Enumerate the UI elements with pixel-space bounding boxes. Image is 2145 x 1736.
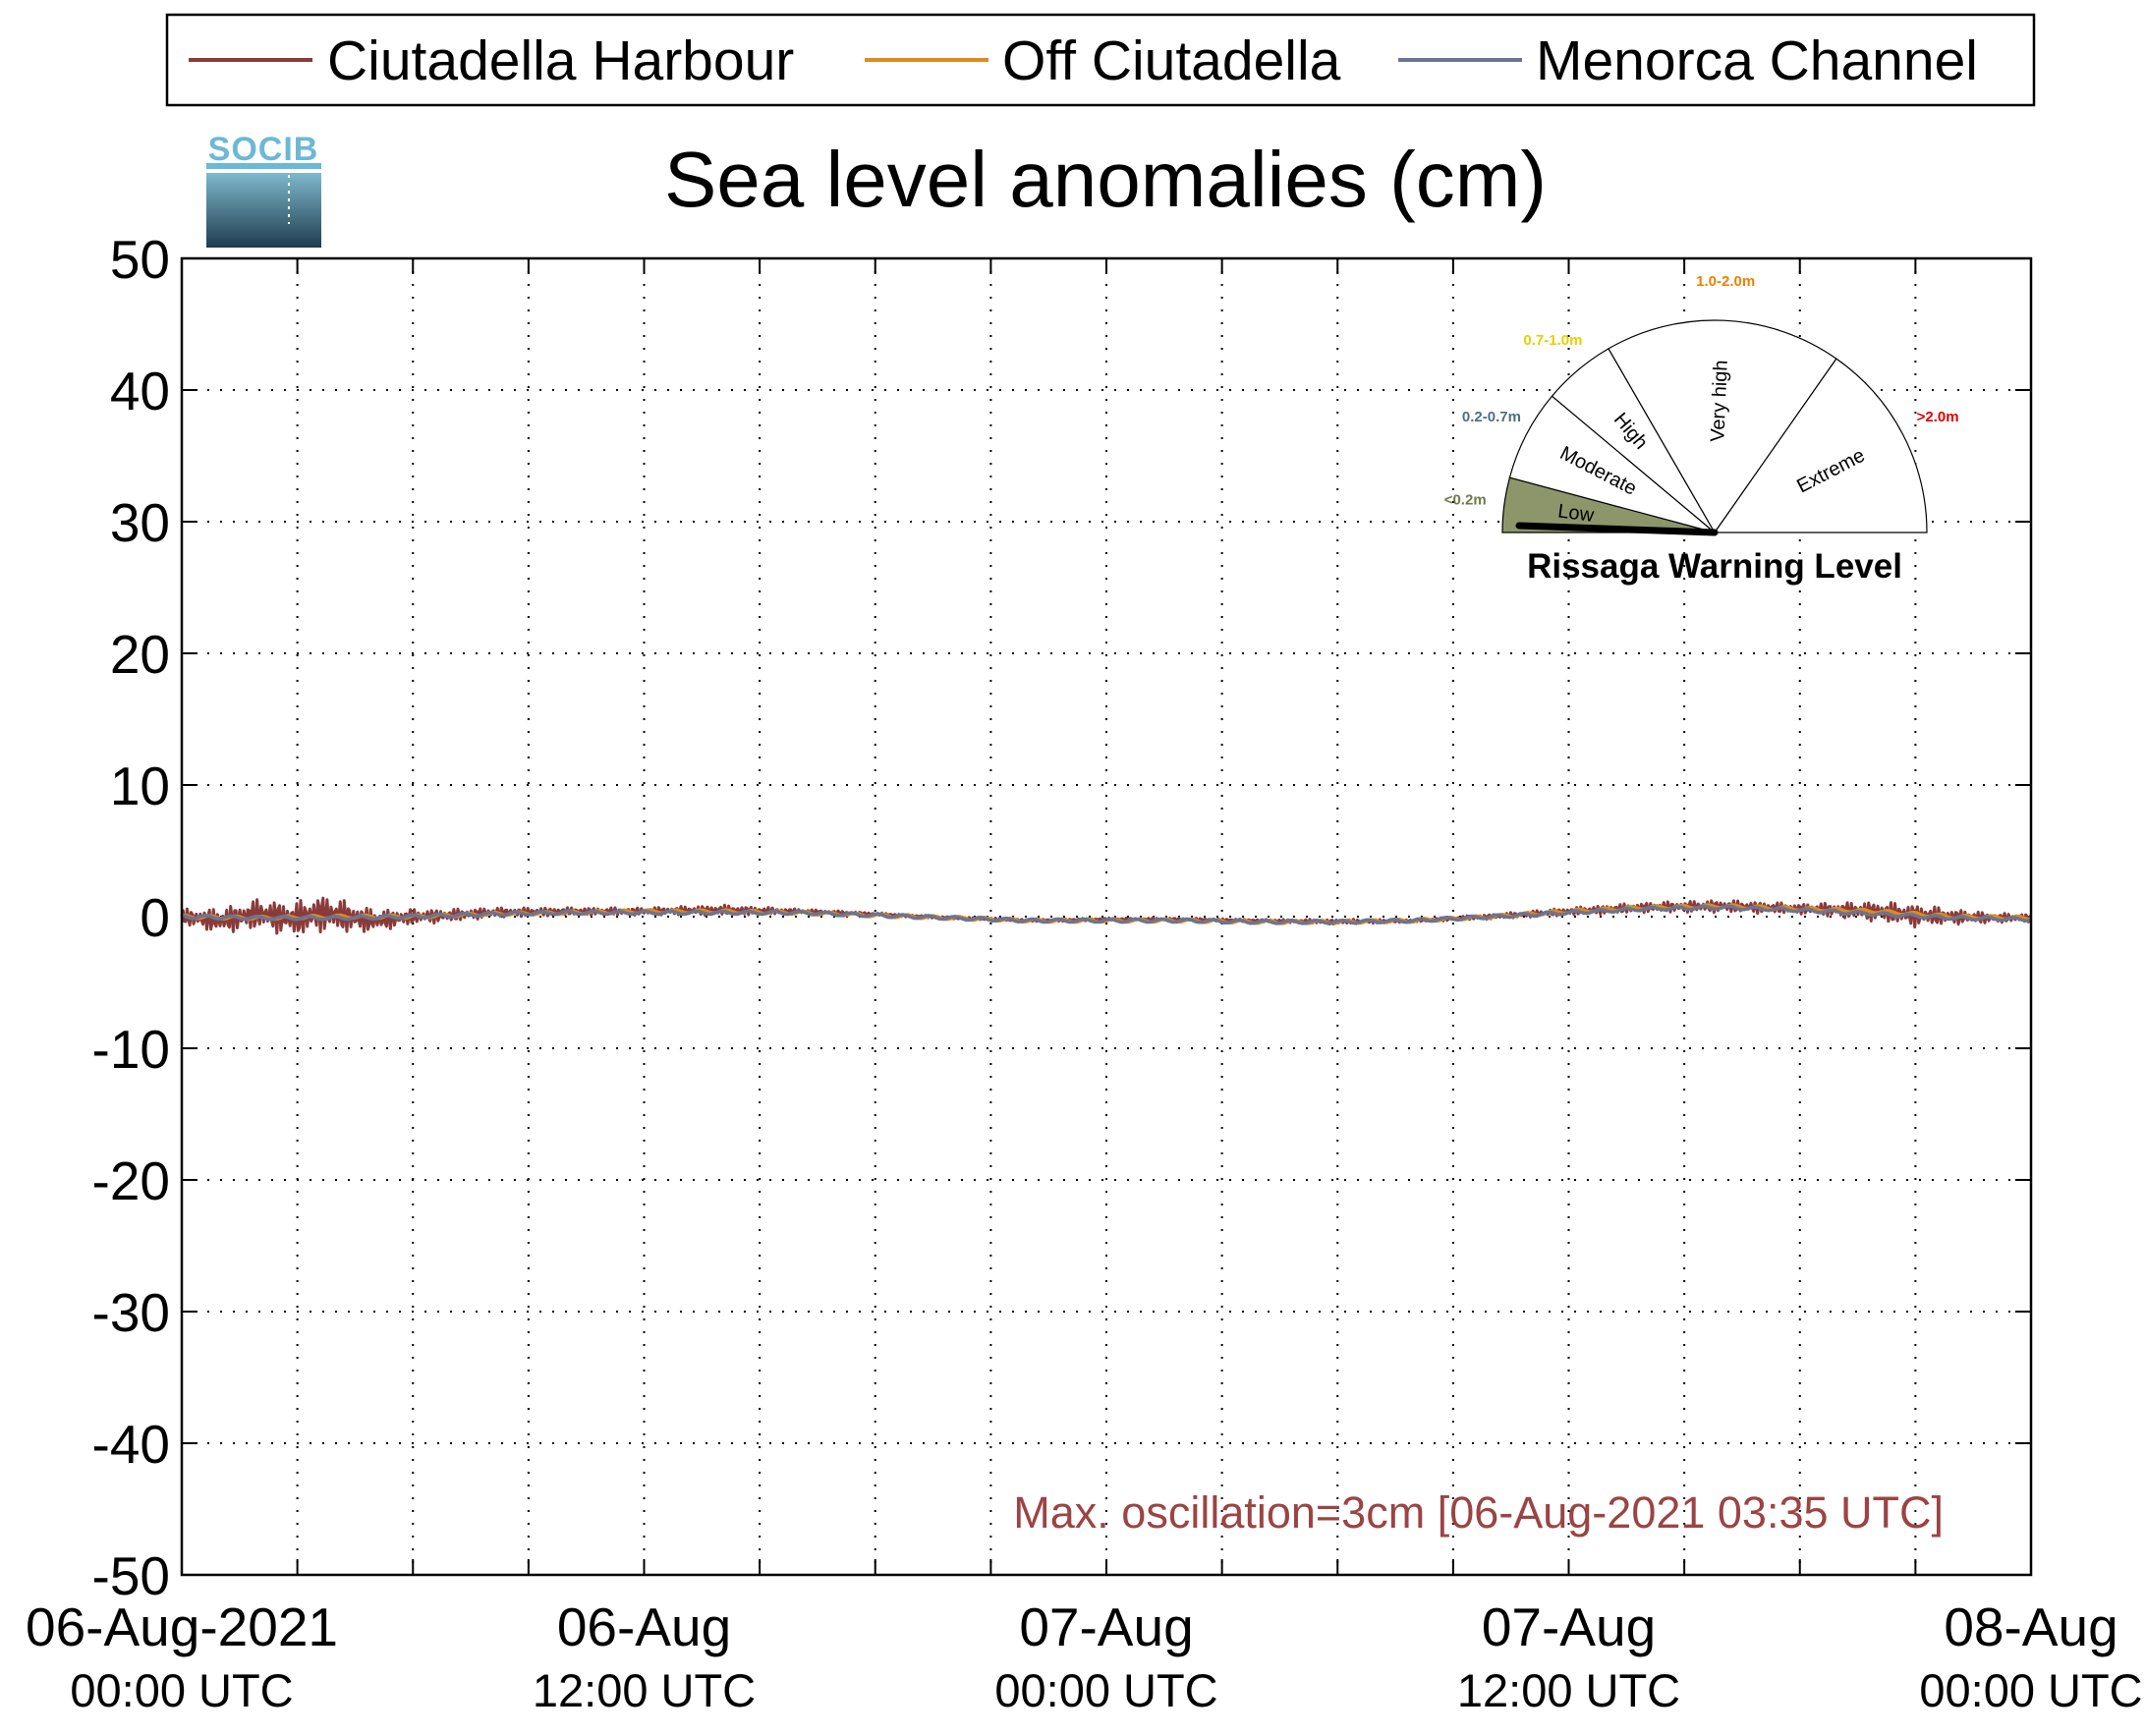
- x-tick-label-date: 07-Aug: [1482, 1596, 1656, 1657]
- legend: Ciutadella Harbour Off Ciutadella Menorc…: [165, 13, 2036, 107]
- y-tick-label: 30: [110, 492, 170, 553]
- y-tick-label: 10: [110, 756, 170, 816]
- max-oscillation-annotation: Max. oscillation=3cm [06-Aug-2021 03:35 …: [1013, 1487, 1944, 1538]
- gauge-sectors: [1501, 319, 1928, 534]
- gauge-range-label: <0.2m: [1444, 492, 1487, 509]
- series-lines: [180, 896, 2033, 935]
- x-tick-label-date: 07-Aug: [1019, 1596, 1193, 1657]
- gauge-needle: [1515, 522, 1719, 536]
- gauge-title: Rissaga Warning Level: [1527, 547, 1902, 586]
- socib-logo-text: SOCIB: [208, 131, 319, 168]
- gauge-sector-very-high: [1608, 319, 1837, 534]
- legend-frame: [165, 13, 2036, 107]
- x-tick-label-time: 12:00 UTC: [533, 1664, 756, 1716]
- x-tick-label-time: 00:00 UTC: [1919, 1664, 2142, 1716]
- x-tick-label-time: 00:00 UTC: [994, 1664, 1217, 1716]
- gauge-range-label: 1.0-2.0m: [1696, 273, 1755, 290]
- socib-logo-wave-block: [206, 173, 321, 248]
- x-tick-label-date: 06-Aug: [557, 1596, 731, 1657]
- gauge-level-label: Low: [1556, 500, 1596, 527]
- y-tick-label: -10: [92, 1019, 171, 1080]
- gauge-range-label: 0.7-1.0m: [1523, 332, 1582, 349]
- x-axis: 06-Aug-2021 00:00 UTC 06-Aug 12:00 UTC 07-Au…: [26, 258, 2143, 1716]
- y-axis: 50 40 30 20 10 0 -10 -20 -30 -40 -50: [92, 229, 2031, 1606]
- plot-frame: [180, 256, 2033, 1577]
- y-tick-label: 20: [110, 624, 170, 685]
- x-tick-label-date: 08-Aug: [1944, 1596, 2117, 1657]
- legend-label-menorca-channel: Menorca Channel: [1536, 29, 1978, 92]
- y-tick-label: -30: [92, 1282, 171, 1343]
- y-tick-label: 40: [110, 361, 170, 421]
- grid-lines: [182, 258, 2031, 1575]
- y-tick-label: -50: [92, 1545, 171, 1606]
- y-tick-label: -40: [92, 1414, 171, 1475]
- x-tick-label-time: 00:00 UTC: [70, 1664, 293, 1716]
- gauge-sector-extreme: [1713, 358, 1928, 533]
- socib-logo-bar: [206, 163, 321, 169]
- x-tick-label-time: 12:00 UTC: [1457, 1664, 1680, 1716]
- gauge-range-label: 0.2-0.7m: [1462, 409, 1521, 425]
- gauge-range-label: >2.0m: [1917, 409, 1959, 425]
- legend-label-off-ciutadella: Off Ciutadella: [1002, 29, 1341, 92]
- y-tick-label: -20: [92, 1150, 171, 1211]
- gauge-level-label: Very high: [1707, 360, 1732, 442]
- chart-title: Sea level anomalies (cm): [664, 136, 1547, 223]
- socib-logo: SOCIB: [206, 131, 321, 248]
- x-tick-label-date: 06-Aug-2021: [26, 1596, 338, 1657]
- series-line-menorca-channel: [181, 904, 2032, 925]
- y-tick-label: 50: [110, 229, 170, 290]
- y-tick-label: 0: [140, 887, 170, 948]
- legend-label-ciutadella-harbour: Ciutadella Harbour: [327, 29, 794, 92]
